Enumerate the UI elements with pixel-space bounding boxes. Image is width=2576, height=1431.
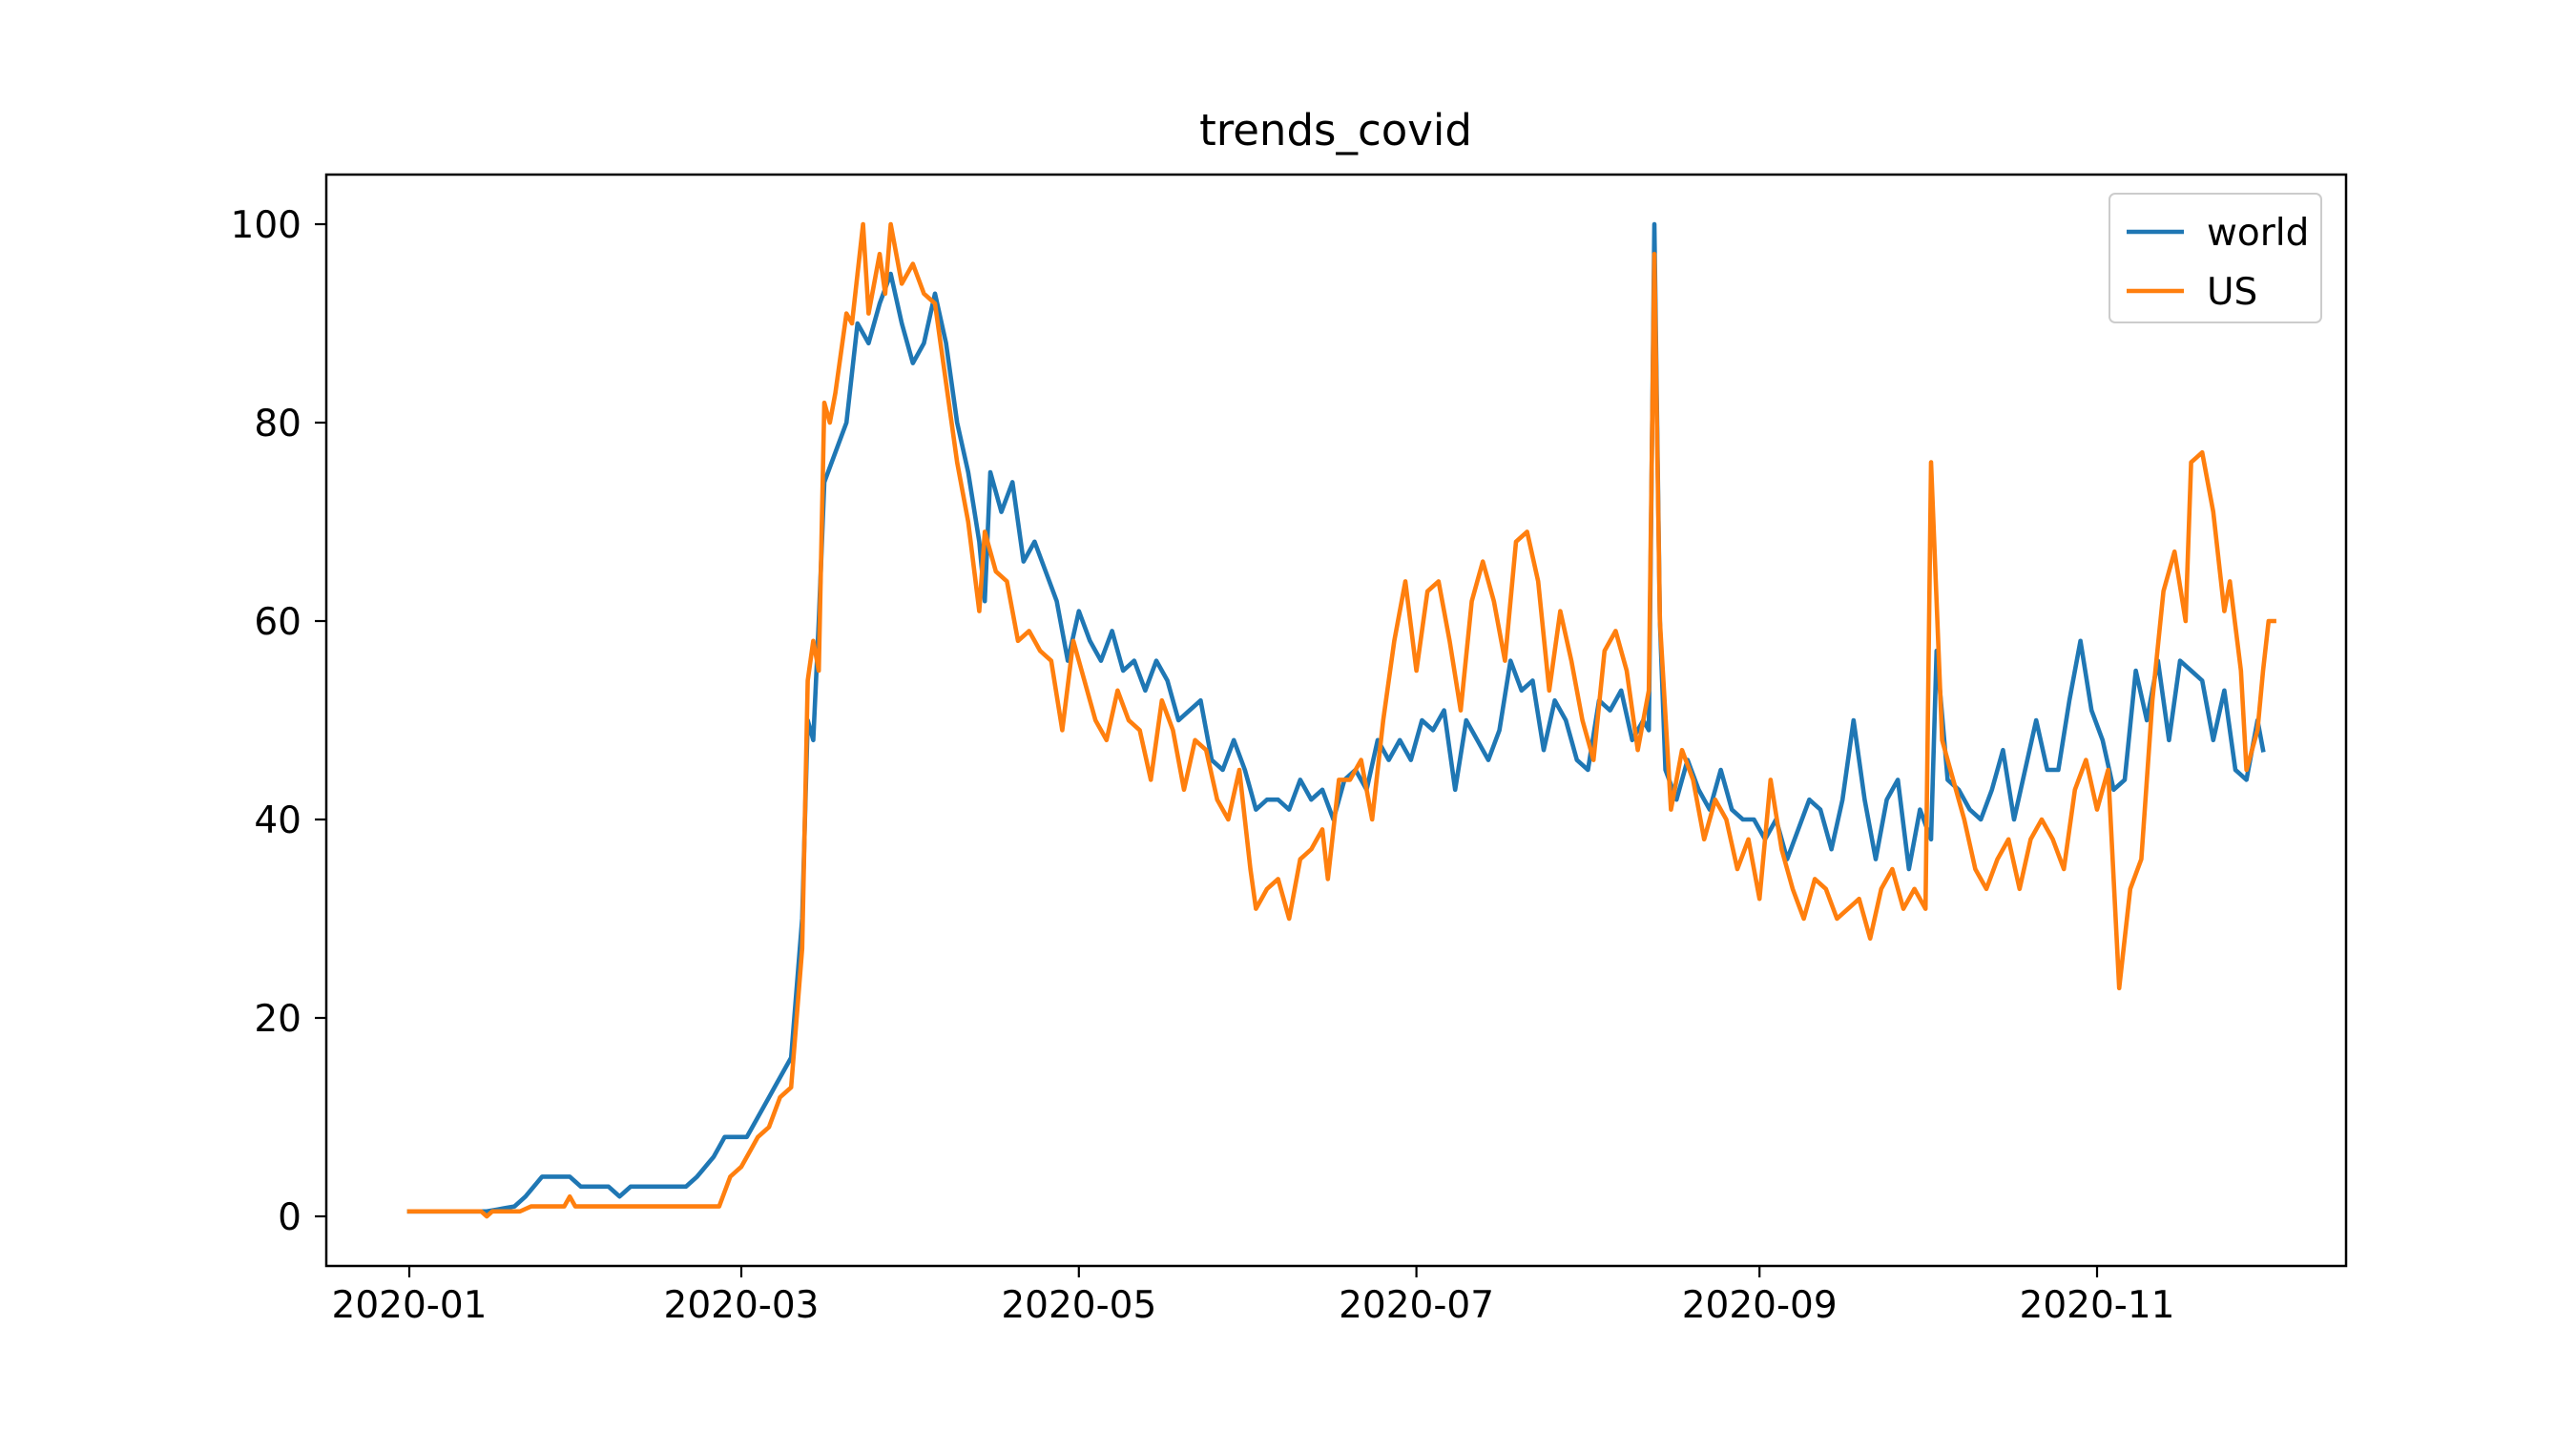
y-tick-label: 0 xyxy=(278,1196,301,1239)
x-tick-label: 2020-07 xyxy=(1339,1284,1494,1327)
y-tick-label: 80 xyxy=(254,403,301,446)
legend-label-us: US xyxy=(2207,271,2257,314)
x-tick-label: 2020-03 xyxy=(664,1284,820,1327)
legend: world US xyxy=(2109,193,2322,323)
y-tick-label: 40 xyxy=(254,799,301,842)
x-tick-label: 2020-05 xyxy=(1001,1284,1156,1327)
y-axis: 0 20 40 60 80 100 xyxy=(231,204,326,1239)
x-tick-label: 2020-11 xyxy=(2020,1284,2175,1327)
y-tick-label: 20 xyxy=(254,998,301,1041)
y-tick-label: 100 xyxy=(231,204,301,247)
plot-frame xyxy=(324,173,2348,1268)
y-tick-label: 60 xyxy=(254,601,301,644)
chart-title: trends_covid xyxy=(1199,105,1472,156)
plot-series xyxy=(406,221,2276,1219)
x-axis: 2020-01 2020-03 2020-05 2020-07 2020-09 2020-… xyxy=(332,1266,2175,1327)
x-tick-label: 2020-09 xyxy=(1682,1284,1838,1327)
legend-label-world: world xyxy=(2207,212,2309,255)
series-line-us xyxy=(406,221,2276,1219)
x-tick-label: 2020-01 xyxy=(332,1284,488,1327)
